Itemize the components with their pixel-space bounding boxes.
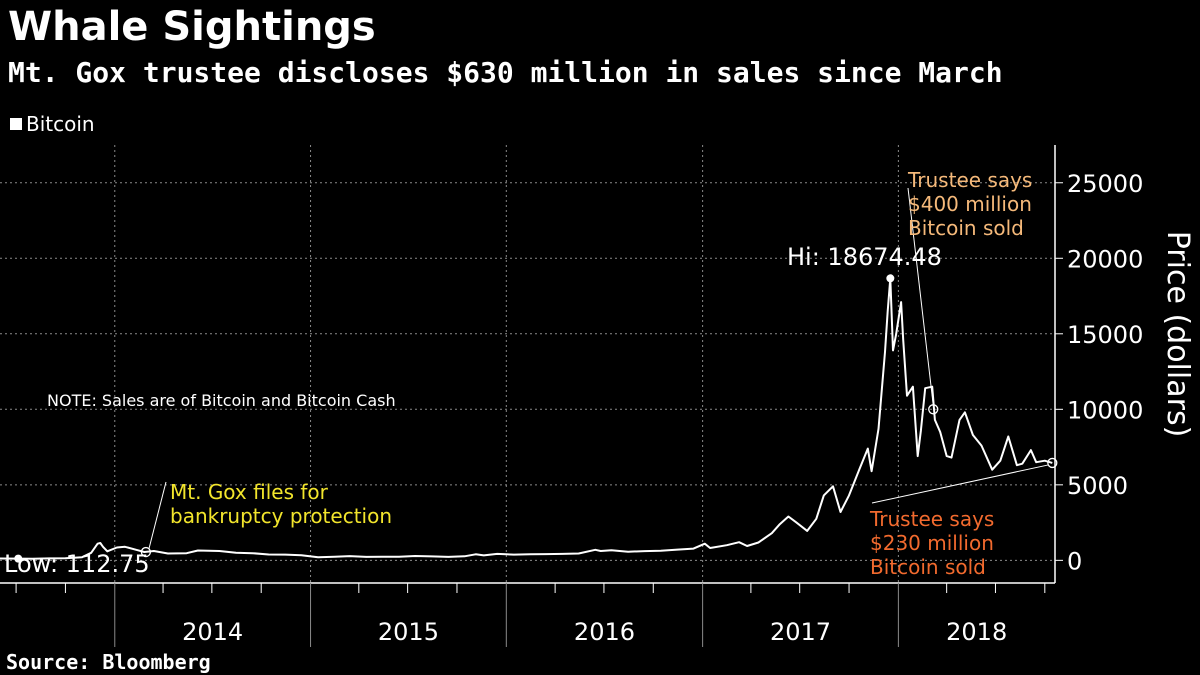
y-tick-label: 5000 bbox=[1067, 472, 1128, 500]
y-axis-title: Price (dollars) bbox=[1160, 231, 1195, 438]
bitcoin-price-line bbox=[0, 277, 1053, 560]
y-tick-label: 20000 bbox=[1067, 245, 1143, 273]
y-tick-label: 25000 bbox=[1067, 170, 1143, 198]
x-tick-label: 2014 bbox=[182, 618, 243, 646]
series-layer bbox=[0, 277, 1053, 560]
high-label: Hi: 18674.48 bbox=[787, 243, 942, 271]
sale-230m-label: Trustee says $230 million Bitcoin sold bbox=[869, 507, 994, 579]
chart-subtitle: Mt. Gox trustee discloses $630 million i… bbox=[8, 56, 1003, 89]
sale-230m-leader-line bbox=[871, 464, 1049, 504]
low-marker bbox=[14, 554, 23, 563]
sale-230m-marker bbox=[1047, 457, 1058, 469]
x-tick-label: 2016 bbox=[574, 618, 635, 646]
bankruptcy-marker bbox=[140, 546, 152, 558]
legend-swatch bbox=[10, 118, 22, 130]
x-tick-label: 2015 bbox=[378, 618, 439, 646]
bankruptcy-leader-line bbox=[148, 481, 167, 550]
axis-layer: 0 5000 10000 15000 20000 25000 2014 2015 2016 201… bbox=[0, 145, 1195, 647]
legend: Bitcoin bbox=[10, 112, 95, 136]
chart-title: Whale Sightings bbox=[8, 4, 376, 50]
grid-layer bbox=[0, 145, 1055, 583]
x-tick-label: 2018 bbox=[946, 618, 1007, 646]
sale-400m-leader-line bbox=[907, 187, 934, 406]
legend-label: Bitcoin bbox=[26, 112, 95, 136]
low-label: Low: 112.75 bbox=[4, 550, 150, 578]
y-tick-label: 0 bbox=[1067, 547, 1082, 575]
sales-note: NOTE: Sales are of Bitcoin and Bitcoin C… bbox=[47, 391, 396, 410]
high-marker bbox=[886, 274, 895, 283]
y-tick-label: 10000 bbox=[1067, 396, 1143, 424]
y-tick-label: 15000 bbox=[1067, 321, 1143, 349]
source-note: Source: Bloomberg bbox=[6, 650, 211, 674]
annotation-layer: Low: 112.75 Hi: 18674.48 Mt. Gox files for… bbox=[4, 168, 1058, 579]
x-tick-label: 2017 bbox=[770, 618, 831, 646]
bankruptcy-label: Mt. Gox files for bankruptcy protection bbox=[170, 480, 392, 528]
sale-400m-label: Trustee says $400 million Bitcoin sold bbox=[907, 168, 1032, 240]
